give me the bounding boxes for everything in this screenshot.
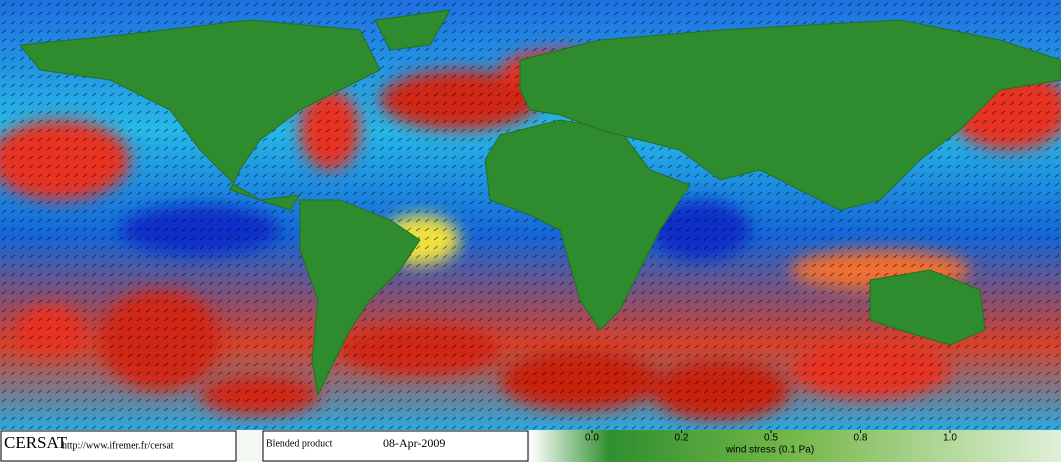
colorbar-label: wind stress (0.1 Pa) [725, 445, 814, 456]
eurasia [519, 19, 1061, 211]
url: http://www.ifremer.fr/cersat [62, 440, 174, 451]
logo: CERSAT [4, 433, 68, 452]
colorbar-tick-label: 0.2 [675, 433, 689, 444]
north-america [19, 19, 381, 211]
south-america [299, 199, 421, 397]
colorbar-tick-label: 0.5 [764, 433, 778, 444]
product-label: Blended product [266, 438, 333, 449]
branding-box [0, 430, 237, 462]
africa [484, 119, 691, 331]
greenland [374, 9, 451, 51]
date: 08-Apr-2009 [383, 436, 445, 450]
colorbar-tick-label: 0.8 [854, 433, 868, 444]
colorbar-tick-label: 1.0 [943, 433, 957, 444]
colorbar-tick-label: 0.0 [585, 433, 599, 444]
product-box [262, 430, 529, 462]
australia [869, 269, 986, 346]
land [19, 9, 1061, 397]
colorbar [530, 430, 1061, 462]
